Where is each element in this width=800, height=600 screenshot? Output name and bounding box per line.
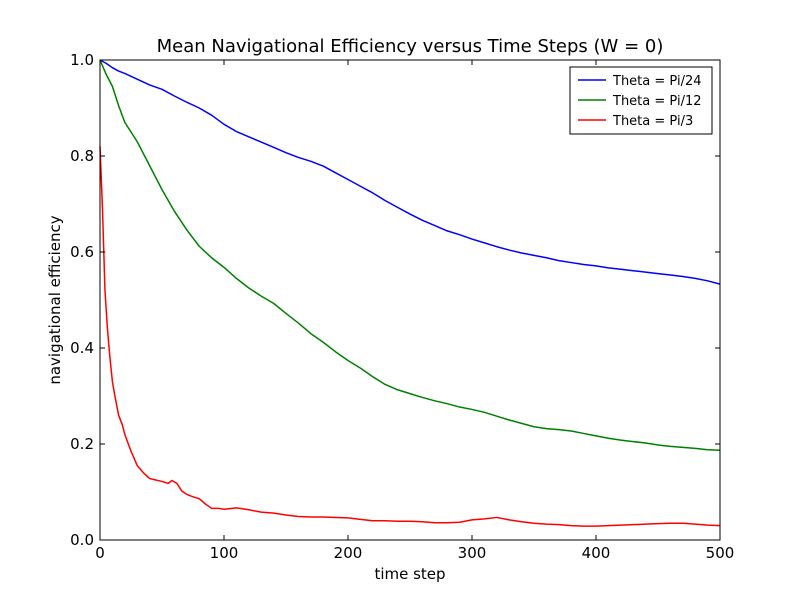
y-tick-label: 0.0 [70,531,94,549]
legend-label-pi-12: Theta = Pi/12 [612,94,702,109]
x-tick-label: 0 [95,544,105,562]
series-line-pi-24 [99,59,721,285]
axis-ticks: 0 100 200 300 400 500 0.0 0.2 0.4 0.6 0.8 1.0 [70,51,734,562]
y-tick-label: 0.8 [70,147,94,165]
x-axis-label: time step [374,565,445,583]
legend-label-pi-3: Theta = Pi/3 [612,114,693,129]
y-tick-label: 1.0 [70,51,94,69]
y-tick-label: 0.2 [70,435,94,453]
series-line-pi-12 [99,59,721,451]
x-tick-label: 300 [458,544,487,562]
x-tick-label: 400 [582,544,611,562]
x-tick-label: 500 [706,544,735,562]
y-tick-label: 0.6 [70,243,94,261]
y-tick-label: 0.4 [70,339,94,357]
legend-label-pi-24: Theta = Pi/24 [612,74,702,89]
plot-frame [99,59,721,541]
plot-lines [99,59,721,527]
chart-title: Mean Navigational Efficiency versus Time… [157,36,664,57]
y-axis-label: navigational efficiency [46,215,64,384]
series-line-pi-3 [99,146,721,527]
x-tick-label: 200 [334,544,363,562]
legend: Theta = Pi/24 Theta = Pi/12 Theta = Pi/3 [569,66,713,135]
x-tick-label: 100 [210,544,239,562]
